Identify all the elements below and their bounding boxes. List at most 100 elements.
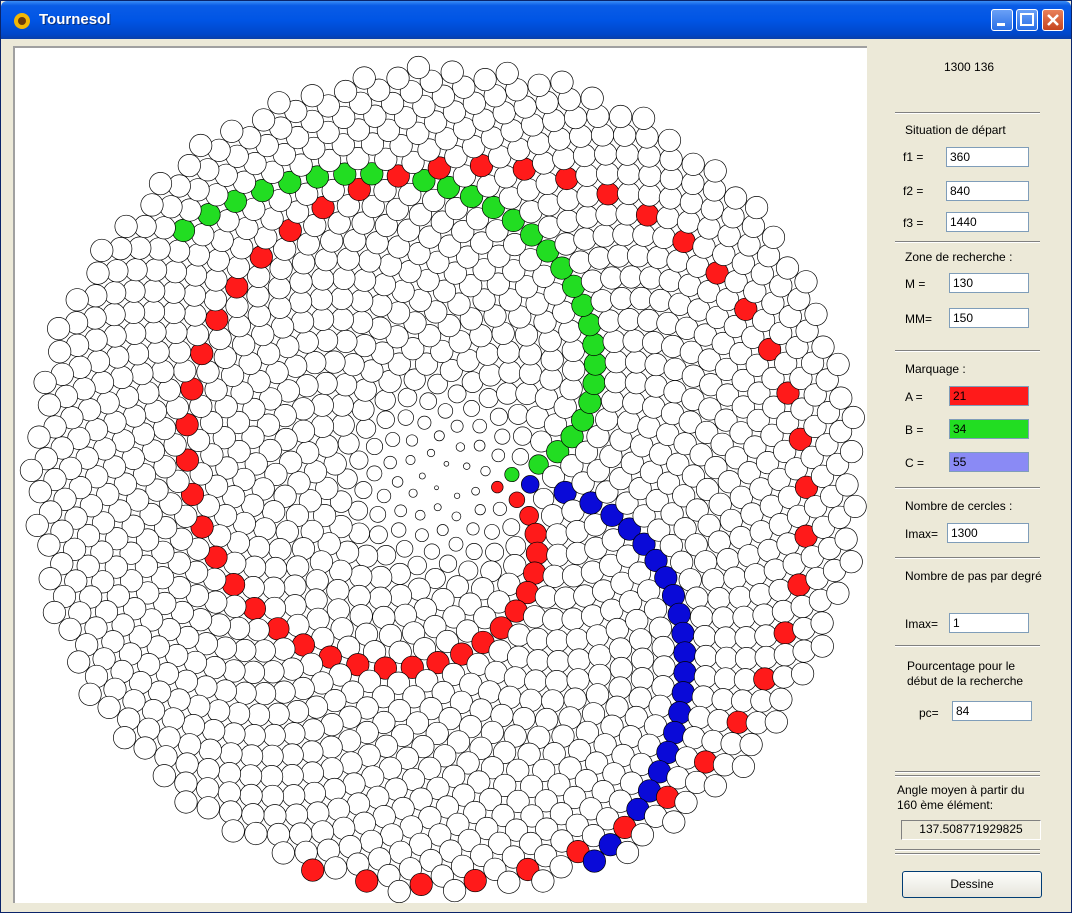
f3-field[interactable]: 1440 (946, 212, 1029, 232)
seed-circle (724, 446, 748, 470)
seed-circle (283, 594, 307, 618)
seed-circle (542, 465, 565, 489)
seed-circle (353, 334, 377, 358)
seed-circle (520, 475, 540, 494)
seed-circle (541, 504, 565, 528)
seed-circle (244, 452, 268, 476)
seed-circle (560, 454, 584, 478)
seed-circle (435, 795, 459, 819)
seed-circle (174, 504, 198, 528)
seed-circle (278, 170, 302, 195)
seed-circle (331, 413, 355, 437)
seed-circle (699, 373, 723, 397)
seed-circle (517, 742, 541, 766)
seed-circle (267, 91, 291, 115)
maximize-icon (1020, 13, 1034, 26)
seed-circle (646, 245, 670, 270)
seed-circle (711, 606, 735, 630)
seed-circle (91, 511, 116, 535)
seed-circle (391, 476, 404, 488)
seed-circle (223, 594, 247, 618)
seed-circle (545, 629, 570, 653)
seed-circle (737, 461, 761, 485)
seed-circle (208, 326, 232, 351)
mm-field[interactable]: 150 (949, 308, 1029, 328)
seed-circle (560, 425, 584, 449)
seed-circle (227, 616, 251, 640)
seed-circle (350, 310, 374, 334)
seed-circle (196, 796, 220, 820)
seed-circle (355, 869, 379, 893)
seed-circle (762, 395, 786, 419)
seed-circle (495, 61, 519, 85)
seed-circle (436, 175, 460, 200)
seed-circle (687, 705, 711, 729)
seed-circle (839, 550, 863, 574)
seed-circle (632, 532, 656, 556)
seed-circle (395, 540, 414, 558)
seed-circle (105, 527, 129, 551)
seed-circle (130, 362, 154, 386)
seed-circle (282, 784, 306, 808)
seed-circle (151, 540, 175, 564)
seed-circle (724, 186, 748, 210)
m-label: M = (905, 277, 926, 291)
seed-circle (690, 605, 714, 629)
close-button[interactable] (1042, 9, 1064, 31)
seed-circle (565, 628, 589, 652)
seed-circle (304, 588, 328, 612)
seed-circle (776, 381, 800, 405)
seed-circle (523, 561, 547, 585)
seed-circle (480, 756, 505, 780)
marking-a-field[interactable]: 21 (949, 386, 1029, 406)
pc-field[interactable]: 84 (952, 701, 1032, 721)
marking-c-field[interactable]: 55 (949, 452, 1029, 472)
seed-circle (272, 637, 296, 661)
seed-circle (632, 106, 656, 130)
m-field[interactable]: 130 (949, 273, 1029, 293)
seed-circle (284, 803, 309, 827)
f1-field[interactable]: 360 (946, 147, 1029, 167)
seed-circle (504, 818, 529, 842)
seed-circle (615, 840, 640, 865)
steps-per-degree-field[interactable]: 1 (949, 613, 1029, 633)
seed-circle (442, 100, 467, 124)
seed-circle (38, 567, 62, 591)
seed-circle (471, 486, 480, 496)
seed-circle (524, 522, 547, 546)
circle-count-field[interactable]: 1300 (947, 523, 1029, 543)
seed-circle (366, 465, 383, 482)
seed-circle (585, 751, 609, 775)
seed-circle (239, 764, 263, 788)
seed-circle (506, 758, 530, 782)
minimize-button[interactable] (991, 9, 1013, 31)
seed-circle (33, 370, 57, 394)
seed-circle (197, 203, 221, 227)
draw-button[interactable]: Dessine (902, 871, 1042, 898)
seed-circle (348, 500, 369, 521)
seed-circle (745, 196, 769, 220)
seed-circle (376, 410, 395, 429)
seed-circle (596, 162, 620, 186)
f2-field[interactable]: 840 (946, 181, 1029, 201)
seed-circle (436, 524, 449, 537)
title-bar[interactable]: Tournesol (1, 1, 1071, 39)
drawing-canvas[interactable] (13, 46, 867, 904)
seed-circle (502, 518, 521, 537)
seed-circle (520, 804, 544, 828)
seed-circle (346, 653, 370, 677)
seed-circle (406, 121, 430, 145)
maximize-button[interactable] (1016, 9, 1038, 31)
marking-b-field[interactable]: 34 (949, 419, 1029, 439)
seed-circle (334, 373, 358, 397)
seed-circle (600, 266, 624, 290)
seed-circle (446, 575, 469, 598)
seed-circle (674, 790, 698, 814)
seed-circle (532, 758, 556, 782)
seed-circle (437, 403, 454, 419)
seed-circle (213, 679, 237, 703)
seed-circle (545, 523, 569, 547)
seed-circle (414, 509, 426, 521)
seed-circle (207, 699, 231, 723)
